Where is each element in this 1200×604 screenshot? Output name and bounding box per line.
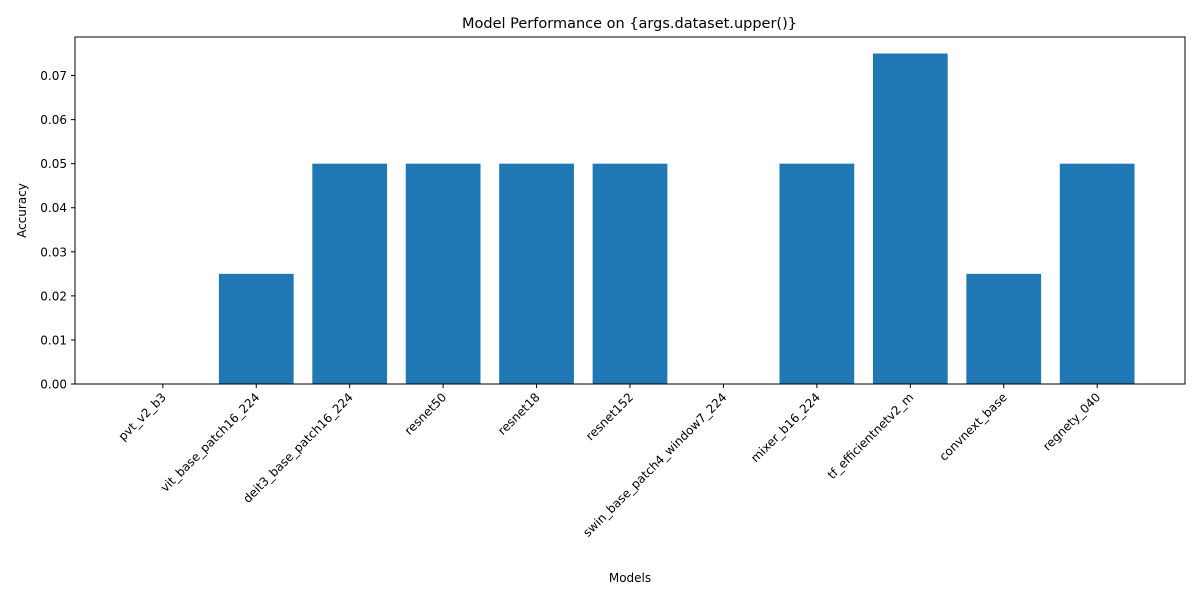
bars-layer	[218, 53, 1135, 385]
y-tick-label: 0.02	[40, 289, 67, 303]
y-tick-label: 0.05	[40, 157, 67, 171]
bar-deit3_base_patch16_224	[312, 163, 388, 384]
x-tick-label: tf_efficientnetv2_m	[825, 390, 917, 482]
x-tick-label: resnet18	[495, 390, 543, 438]
x-tick-label: resnet50	[402, 390, 450, 438]
bar-resnet18	[499, 163, 574, 384]
bar-regnety_040	[1059, 163, 1135, 384]
x-tick-label: mixer_b16_224	[748, 390, 823, 465]
x-tick-label: deit3_base_patch16_224	[240, 390, 356, 506]
y-tick-label: 0.04	[40, 201, 67, 215]
y-tick-label: 0.00	[40, 378, 67, 392]
chart-title: Model Performance on {args.dataset.upper…	[462, 16, 797, 32]
plot-frame	[74, 36, 1186, 385]
y-axis-label: Accuracy	[15, 183, 29, 238]
y-tick-label: 0.01	[40, 333, 67, 347]
bar-tf_efficientnetv2_m	[872, 53, 948, 385]
x-tick-label: convnext_base	[936, 390, 1009, 463]
bar-convnext_base	[966, 273, 1042, 384]
bar-resnet50	[405, 163, 481, 384]
x-axis: pvt_v2_b3vit_base_patch16_224deit3_base_…	[116, 384, 1103, 540]
x-tick-label: vit_base_patch16_224	[158, 390, 263, 495]
y-axis: 0.00 0.01 0.02 0.03 0.04 0.05 0.06 0.07	[40, 69, 75, 392]
x-tick-label: pvt_v2_b3	[116, 390, 169, 443]
bar-resnet152	[592, 163, 668, 384]
x-axis-label: Models	[609, 571, 651, 585]
bar-mixer_b16_224	[779, 163, 855, 384]
y-tick-label: 0.06	[40, 113, 67, 127]
x-tick-label: regnety_040	[1040, 390, 1103, 453]
y-tick-label: 0.03	[40, 245, 67, 259]
bar-vit_base_patch16_224	[218, 273, 294, 384]
y-tick-label: 0.07	[40, 69, 67, 83]
x-tick-label: resnet152	[583, 390, 636, 443]
